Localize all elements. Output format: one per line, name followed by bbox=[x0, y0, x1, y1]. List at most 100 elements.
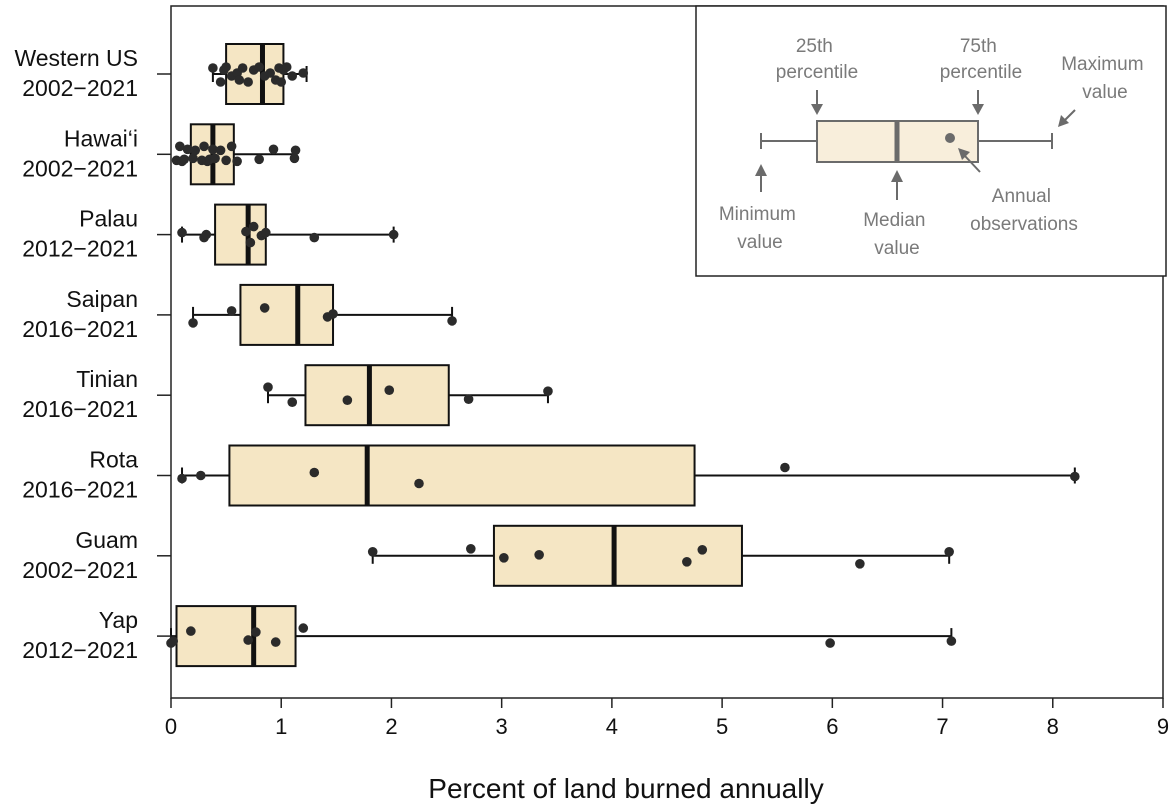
category-name: Saipan bbox=[66, 286, 138, 312]
legend-arrow-min bbox=[755, 164, 767, 192]
legend-arrow-25th bbox=[811, 90, 823, 115]
box-group bbox=[367, 524, 954, 587]
box-group bbox=[263, 364, 553, 427]
observation-point bbox=[270, 637, 281, 647]
legend-max-label: Maximum value bbox=[1061, 54, 1149, 103]
x-tick-label: 9 bbox=[1157, 714, 1169, 739]
category-years: 2002−2021 bbox=[22, 75, 138, 101]
observation-point bbox=[367, 547, 378, 557]
observation-point bbox=[1070, 471, 1080, 482]
observation-point bbox=[168, 636, 179, 646]
observation-point bbox=[543, 386, 553, 397]
observation-point bbox=[447, 316, 457, 326]
observation-point bbox=[682, 557, 692, 567]
x-tick-label: 4 bbox=[606, 714, 618, 739]
observation-point bbox=[289, 153, 300, 164]
observation-point bbox=[190, 145, 201, 156]
x-tick-label: 3 bbox=[496, 714, 508, 739]
observation-point bbox=[328, 309, 338, 319]
box-iqr bbox=[304, 364, 450, 427]
observation-point bbox=[210, 153, 220, 164]
legend-arrow-median bbox=[891, 170, 903, 200]
observation-point bbox=[221, 62, 231, 72]
observation-point bbox=[188, 153, 198, 164]
observation-point bbox=[466, 544, 476, 554]
x-tick-label: 7 bbox=[936, 714, 948, 739]
category-name: Hawai‘i bbox=[64, 125, 138, 151]
plot-frame bbox=[170, 5, 1164, 699]
observation-point bbox=[263, 382, 273, 393]
x-axis-title: Percent of land burned annually bbox=[428, 773, 823, 804]
observation-point bbox=[254, 62, 264, 72]
observation-point bbox=[245, 237, 256, 248]
category-years: 2016−2021 bbox=[22, 396, 138, 422]
category-name: Tinian bbox=[76, 366, 138, 392]
x-tick-label: 0 bbox=[165, 714, 177, 739]
category-years: 2002−2021 bbox=[22, 557, 138, 583]
observation-point bbox=[298, 68, 309, 78]
observation-point bbox=[248, 221, 259, 232]
observation-point bbox=[199, 141, 209, 152]
observation-point bbox=[287, 71, 298, 81]
x-axis-ticks: 0 1 2 3 4 5 6 7 8 9 bbox=[165, 698, 1169, 739]
observation-point bbox=[208, 144, 218, 155]
observation-point bbox=[243, 635, 253, 645]
observation-point bbox=[384, 385, 395, 396]
box-group bbox=[166, 605, 957, 668]
x-tick-label: 6 bbox=[826, 714, 838, 739]
legend-min-label: Minimum value bbox=[719, 204, 801, 253]
category-name: Palau bbox=[79, 206, 138, 232]
legend-25th-label: 25th percentile bbox=[776, 36, 858, 83]
legend-arrow-max bbox=[1058, 109, 1076, 127]
observation-point bbox=[215, 145, 226, 156]
box-group bbox=[208, 43, 309, 105]
category-name: Guam bbox=[75, 527, 138, 553]
category-years: 2002−2021 bbox=[22, 155, 138, 181]
observation-point bbox=[414, 478, 424, 489]
box-group bbox=[188, 283, 457, 346]
box-iqr bbox=[228, 444, 696, 507]
legend-arrow-75th bbox=[972, 90, 984, 115]
observation-point bbox=[499, 553, 509, 563]
plot-area bbox=[170, 5, 1164, 699]
box-group bbox=[177, 444, 1080, 507]
box-iqr bbox=[175, 605, 297, 668]
observation-point bbox=[177, 473, 187, 484]
observation-point bbox=[232, 156, 242, 167]
category-years: 2016−2021 bbox=[22, 477, 138, 503]
category-labels: Western US 2002−2021 Hawai‘i 2002−2021 Palau… bbox=[14, 45, 171, 663]
observation-point bbox=[241, 226, 251, 237]
observation-point bbox=[290, 145, 301, 156]
category-years: 2012−2021 bbox=[22, 236, 138, 262]
observation-point bbox=[697, 545, 708, 555]
observation-point bbox=[186, 626, 196, 636]
observation-point bbox=[287, 397, 298, 408]
observation-point bbox=[281, 62, 292, 72]
x-tick-label: 2 bbox=[385, 714, 397, 739]
category-years: 2012−2021 bbox=[22, 637, 138, 663]
observation-point bbox=[260, 227, 271, 238]
box-group bbox=[177, 203, 399, 266]
observation-point bbox=[175, 141, 185, 152]
observation-point bbox=[195, 470, 206, 481]
category-years: 2016−2021 bbox=[22, 316, 138, 342]
legend-arrow-obs bbox=[958, 148, 981, 173]
observation-point bbox=[944, 547, 954, 557]
observation-point bbox=[208, 63, 218, 73]
legend-75th-label: 75th percentile bbox=[940, 36, 1022, 83]
x-tick-label: 5 bbox=[716, 714, 728, 739]
observation-point bbox=[276, 77, 287, 87]
observation-point bbox=[298, 623, 309, 633]
observation-point bbox=[309, 467, 320, 478]
observation-point bbox=[251, 627, 261, 637]
box-iqr bbox=[239, 283, 335, 346]
legend-observations-label: Annual observations bbox=[970, 186, 1078, 235]
observation-point bbox=[226, 141, 237, 152]
observation-point bbox=[177, 227, 187, 238]
observation-point bbox=[182, 144, 193, 155]
observation-point bbox=[825, 638, 835, 648]
observation-point bbox=[179, 154, 190, 165]
observation-point bbox=[780, 462, 790, 473]
observation-point bbox=[221, 155, 231, 166]
